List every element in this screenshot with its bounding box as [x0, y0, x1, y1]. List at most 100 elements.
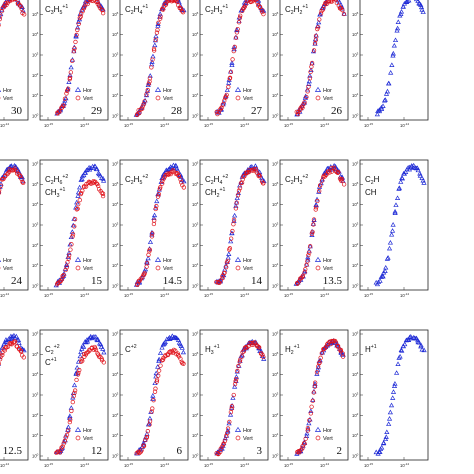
- data-point-vert: [340, 354, 346, 359]
- data-point-hor: [160, 171, 167, 177]
- y-tick-label: 106: [112, 331, 119, 337]
- data-point-vert: [0, 357, 3, 362]
- data-point-vert: [74, 377, 79, 383]
- y-tick-label: 104: [192, 201, 199, 207]
- data-point-vert: [311, 48, 317, 53]
- y-tick-label: 103: [32, 222, 39, 228]
- data-point-hor: [153, 370, 159, 376]
- data-point-hor: [229, 60, 235, 65]
- x-tick-label: 10-15: [124, 292, 133, 298]
- data-point-vert: [300, 446, 305, 451]
- data-point-hor: [402, 341, 408, 347]
- data-point-hor: [394, 370, 400, 375]
- data-point-hor: [304, 261, 310, 267]
- data-point-vert: [74, 207, 79, 212]
- data-point-hor: [97, 172, 103, 178]
- data-point-hor: [78, 177, 84, 182]
- data-point-vert: [315, 198, 320, 204]
- data-point-vert: [259, 351, 264, 356]
- species-label: C2H3+2: [285, 174, 308, 186]
- data-point-vert: [321, 173, 326, 178]
- data-point-vert: [328, 341, 333, 347]
- data-point-vert: [0, 17, 2, 22]
- data-point-vert: [242, 174, 247, 179]
- data-point-vert: [296, 279, 302, 284]
- data-point-hor: [337, 346, 343, 352]
- data-point-vert: [166, 171, 171, 177]
- data-point-vert: [0, 190, 2, 195]
- data-point-hor: [386, 245, 393, 251]
- y-tick-label: 102: [192, 242, 199, 248]
- data-point-hor: [306, 248, 312, 253]
- data-point-hor: [377, 449, 383, 454]
- y-tick-label: 100: [272, 113, 279, 119]
- data-point-hor: [66, 79, 72, 84]
- y-tick-label: 105: [32, 181, 39, 187]
- data-point-vert: [151, 221, 157, 227]
- data-point-hor: [157, 350, 164, 355]
- data-point-vert: [160, 357, 166, 362]
- data-point-hor: [418, 342, 424, 348]
- data-point-vert: [76, 201, 81, 207]
- data-point-hor: [82, 170, 89, 175]
- data-point-hor: [313, 32, 319, 38]
- legend-marker-vert: [235, 95, 241, 101]
- data-point-hor: [225, 254, 231, 260]
- x-tick-label: 10-14: [80, 462, 89, 468]
- legend-label-hor: Hor: [163, 258, 172, 264]
- data-point-hor: [237, 182, 243, 188]
- data-point-hor: [415, 339, 421, 345]
- data-point-vert: [14, 168, 19, 174]
- data-point-vert: [317, 360, 322, 365]
- data-point-vert: [306, 253, 311, 258]
- y-tick-label: 106: [272, 161, 279, 167]
- data-point-vert: [309, 231, 315, 236]
- data-point-vert: [0, 187, 2, 192]
- y-tick-label: 105: [32, 11, 39, 17]
- data-point-vert: [144, 260, 150, 266]
- data-point-hor: [399, 175, 406, 181]
- data-point-hor: [161, 171, 167, 176]
- data-point-hor: [147, 73, 153, 78]
- y-tick-label: 101: [32, 432, 39, 438]
- panel-12: 100 101 102 103 104 105 106 10-15 10-14 C2H CH: [352, 159, 429, 298]
- data-point-vert: [181, 361, 186, 366]
- legend-marker-hor: [0, 260, 2, 262]
- data-point-hor: [390, 50, 396, 56]
- data-point-hor: [7, 336, 14, 341]
- y-tick-label: 101: [32, 262, 39, 268]
- y-tick-label: 100: [112, 283, 119, 289]
- y-tick-label: 102: [192, 72, 199, 78]
- data-point-vert: [147, 247, 152, 252]
- legend-marker-hor: [0, 90, 2, 92]
- data-point-vert: [323, 344, 329, 349]
- data-point-vert: [82, 184, 87, 189]
- panel-number: 12: [91, 445, 102, 457]
- data-point-hor: [390, 222, 396, 227]
- data-point-vert: [227, 75, 233, 80]
- data-point-vert: [158, 16, 163, 21]
- y-tick-label: 105: [192, 11, 199, 17]
- data-point-vert: [160, 358, 165, 363]
- data-point-vert: [82, 4, 87, 9]
- legend-label-vert: Vert: [323, 436, 333, 442]
- data-point-hor: [79, 176, 85, 182]
- data-point-vert: [230, 228, 235, 234]
- data-point-vert: [20, 180, 26, 186]
- data-point-vert: [160, 181, 165, 186]
- data-point-vert: [89, 0, 94, 3]
- data-point-vert: [153, 386, 158, 391]
- data-point-hor: [383, 91, 390, 96]
- panel-number: 6: [177, 445, 183, 457]
- data-point-hor: [392, 37, 399, 43]
- y-tick-label: 104: [272, 201, 279, 207]
- data-point-vert: [144, 434, 150, 440]
- data-point-hor: [398, 179, 404, 184]
- y-tick-label: 103: [192, 392, 199, 398]
- data-point-vert: [340, 351, 345, 356]
- data-point-vert: [317, 188, 322, 194]
- data-point-vert: [156, 373, 161, 378]
- data-point-hor: [398, 8, 405, 14]
- data-point-vert: [231, 392, 236, 398]
